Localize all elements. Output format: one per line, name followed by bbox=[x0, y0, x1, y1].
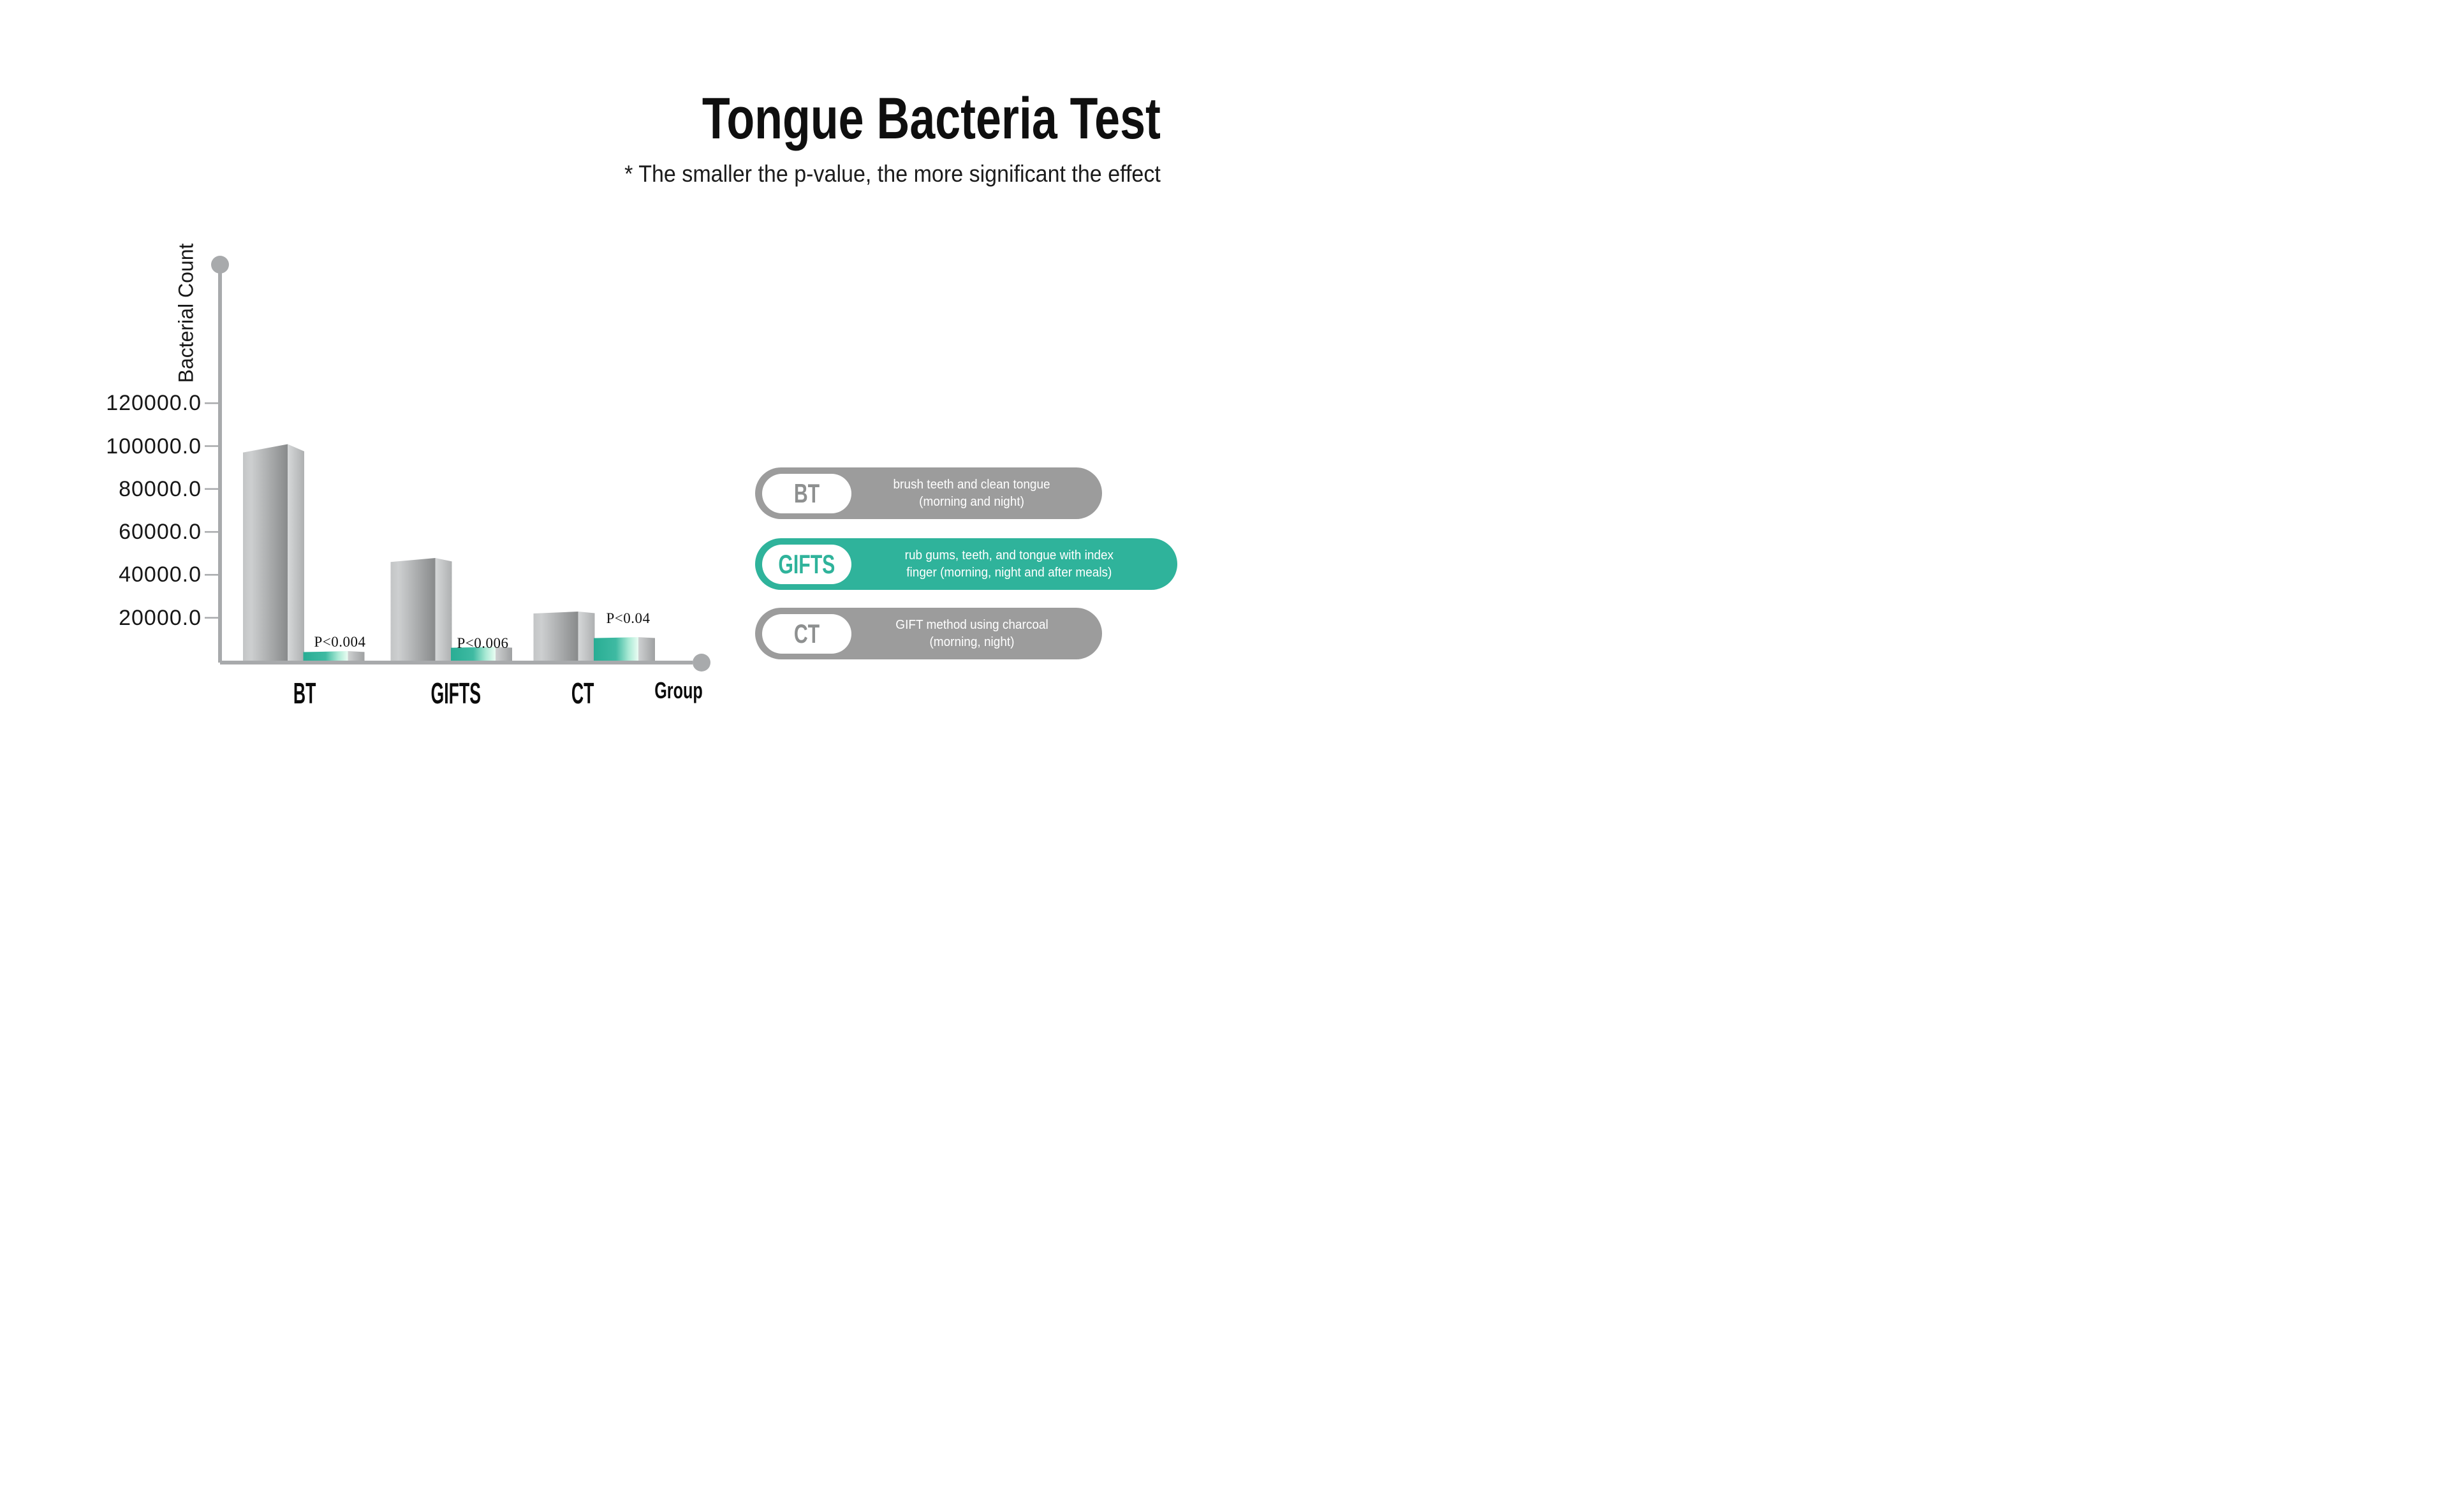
gray-bar-ct-side bbox=[578, 612, 595, 661]
green-bar-bt-side bbox=[348, 651, 365, 661]
x-axis-title: Group bbox=[654, 677, 703, 703]
green-bar-bt-front bbox=[303, 651, 348, 661]
bars bbox=[243, 444, 655, 661]
y-tick-label: 40000.0 bbox=[119, 562, 202, 587]
legend-item-bt: BT brush teeth and clean tongue (morning… bbox=[755, 467, 1102, 519]
y-tick-label: 60000.0 bbox=[119, 520, 202, 545]
page-subtitle: * The smaller the p-value, the more sign… bbox=[624, 161, 1161, 187]
legend-item-gifts: GIFTS rub gums, teeth, and tongue with i… bbox=[755, 538, 1177, 590]
x-axis-line bbox=[220, 661, 693, 664]
p-value-annotation-gifts: P<0.006 bbox=[457, 635, 509, 651]
axes bbox=[218, 265, 693, 664]
x-category-label-bt: BT bbox=[293, 677, 316, 710]
x-category-label-gifts: GIFTS bbox=[430, 677, 482, 710]
green-bar-gifts-front bbox=[451, 647, 496, 661]
gray-bar-gifts-front bbox=[390, 558, 436, 661]
page-title: Tongue Bacteria Test bbox=[702, 86, 1161, 151]
x-axis-end-dot bbox=[693, 654, 710, 672]
green-bar-ct-front bbox=[594, 637, 638, 661]
green-bar-gifts-side bbox=[496, 647, 512, 661]
legend-code-badge-bt: BT bbox=[762, 473, 851, 513]
x-category-label-ct: CT bbox=[571, 677, 594, 710]
y-axis-ticks bbox=[205, 402, 220, 619]
gray-bar-bt-side bbox=[288, 444, 304, 661]
y-axis-line bbox=[218, 265, 222, 663]
gray-bar-bt-front bbox=[243, 444, 288, 661]
legend-code-badge-gifts: GIFTS bbox=[762, 544, 851, 584]
legend-code-badge-ct: CT bbox=[762, 613, 851, 654]
y-tick-label: 80000.0 bbox=[119, 476, 202, 501]
legend: BT brush teeth and clean tongue (morning… bbox=[755, 467, 1189, 662]
gray-bar-ct-front bbox=[533, 612, 578, 661]
y-tick-label: 20000.0 bbox=[119, 605, 202, 630]
legend-item-ct: CT GIFT method using charcoal (morning, … bbox=[755, 608, 1102, 659]
y-tick-label: 120000.0 bbox=[106, 391, 202, 416]
y-axis-end-dot bbox=[211, 256, 229, 274]
axis-caps bbox=[211, 256, 710, 672]
legend-description-ct: GIFT method using charcoal (morning, nig… bbox=[895, 617, 1048, 649]
green-bar-ct-side bbox=[638, 637, 655, 661]
legend-description-gifts: rub gums, teeth, and tongue with index f… bbox=[904, 548, 1114, 580]
p-value-annotation-ct: P<0.04 bbox=[606, 610, 651, 626]
y-axis-title: Bacterial Count bbox=[174, 243, 198, 383]
gray-bar-gifts-side bbox=[435, 558, 452, 661]
bar-chart-canvas bbox=[205, 256, 710, 672]
y-tick-label: 100000.0 bbox=[106, 434, 202, 459]
p-value-annotation-bt: P<0.004 bbox=[314, 634, 366, 650]
legend-description-bt: brush teeth and clean tongue (morning an… bbox=[893, 477, 1050, 509]
